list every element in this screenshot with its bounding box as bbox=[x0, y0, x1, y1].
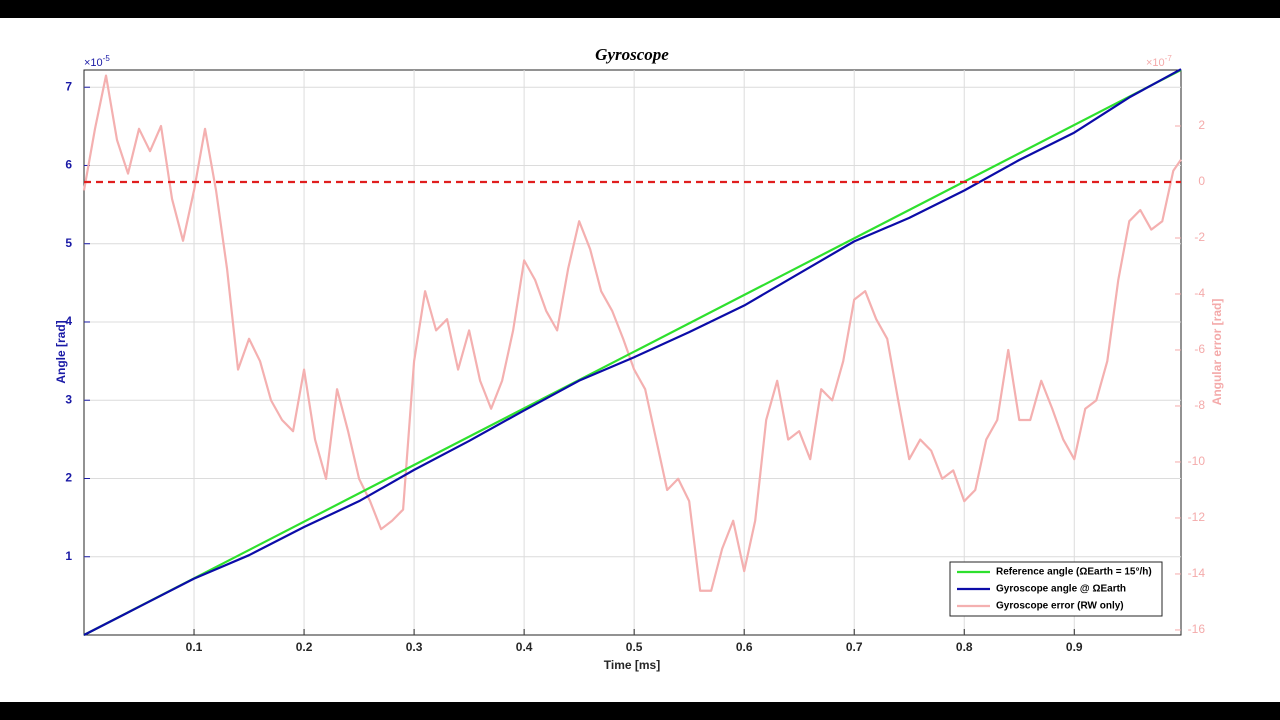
x-tick-label: 0.3 bbox=[406, 640, 423, 654]
y2-tick-label: -8 bbox=[1194, 398, 1205, 412]
series-line bbox=[83, 68, 1182, 636]
legend: Reference angle (ΩEarth = 15°/h) Gyroscop… bbox=[949, 561, 1163, 617]
x-tick-label: 0.4 bbox=[516, 640, 533, 654]
x-tick-label: 0.5 bbox=[626, 640, 643, 654]
y-tick-label: 2 bbox=[65, 471, 72, 485]
y2-tick-label: -6 bbox=[1194, 342, 1205, 356]
y-axis-label: Angle [rad] bbox=[54, 320, 68, 383]
marks bbox=[82, 68, 1182, 636]
y2-exponent-power: -7 bbox=[1165, 54, 1173, 63]
y2-tick-label: -14 bbox=[1188, 566, 1206, 580]
chart-title: Gyroscope bbox=[595, 45, 669, 64]
y-exponent: ×10-5 bbox=[84, 54, 110, 69]
y2-axis-label: Angular error [rad] bbox=[1210, 299, 1224, 406]
x-tick-label: 0.9 bbox=[1066, 640, 1083, 654]
y2-tick-label: 0 bbox=[1198, 174, 1205, 188]
letterbox-top bbox=[0, 0, 1280, 18]
legend-label: Gyroscope angle @ ΩEarth bbox=[996, 584, 1126, 595]
y-tick-label: 1 bbox=[65, 549, 72, 563]
x-tick-label: 0.1 bbox=[186, 640, 203, 654]
legend-label: Gyroscope error (RW only) bbox=[996, 601, 1124, 612]
y2-tick-label: -10 bbox=[1188, 454, 1206, 468]
y2-tick-label: -4 bbox=[1194, 286, 1205, 300]
y-tick-label: 4 bbox=[65, 314, 72, 328]
y-tick-label: 7 bbox=[65, 79, 72, 93]
x-tick-label: 0.7 bbox=[846, 640, 863, 654]
y2-exponent-base: ×10 bbox=[1146, 57, 1165, 69]
legend-label: Reference angle (ΩEarth = 15°/h) bbox=[996, 567, 1152, 578]
y2-tick-label: 2 bbox=[1198, 118, 1205, 132]
y-exponent-base: ×10 bbox=[84, 57, 103, 69]
y2-exponent: ×10-7 bbox=[1146, 54, 1172, 69]
y-tick-label: 3 bbox=[65, 392, 72, 406]
y-tick-label: 6 bbox=[65, 158, 72, 172]
x-tick-label: 0.6 bbox=[736, 640, 753, 654]
x-tick-label: 0.8 bbox=[956, 640, 973, 654]
x-axis-label: Time [ms] bbox=[604, 658, 660, 672]
x-tick-label: 0.2 bbox=[296, 640, 313, 654]
series-line bbox=[82, 74, 1182, 592]
y2-tick-label: -16 bbox=[1188, 622, 1206, 636]
y-tick-label: 5 bbox=[65, 236, 72, 250]
series-line bbox=[83, 69, 1182, 636]
y2-tick-label: -12 bbox=[1188, 510, 1206, 524]
letterbox-bottom bbox=[0, 702, 1280, 720]
y2-tick-label: -2 bbox=[1194, 230, 1205, 244]
y-exponent-power: -5 bbox=[103, 54, 111, 63]
